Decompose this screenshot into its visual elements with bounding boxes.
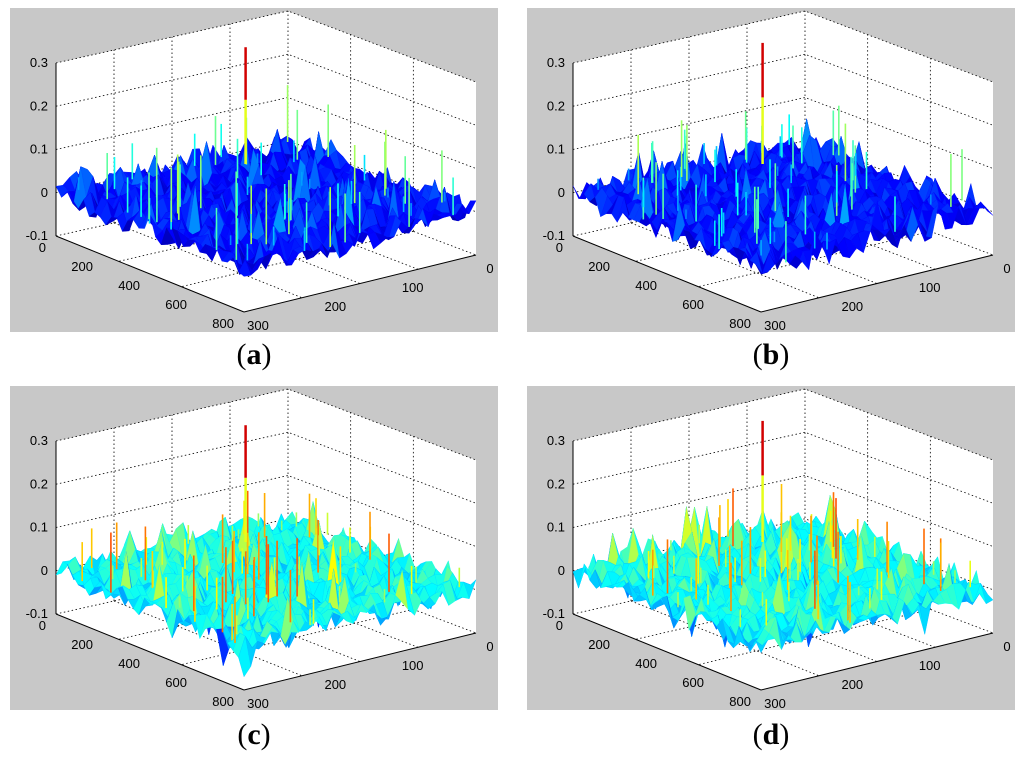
z-tick-label: 0.3 bbox=[30, 433, 48, 448]
x-tick-label: 100 bbox=[919, 658, 941, 673]
chart-panel-b: -0.1 0 0.1 0.2 0.3 0 200 400 600 800 0 100 200 300 bbox=[527, 8, 1015, 332]
y-tick-label: 600 bbox=[165, 675, 187, 690]
z-tick-label: 0 bbox=[41, 185, 48, 200]
caption-d: (d) bbox=[752, 718, 790, 751]
x-tick-label: 200 bbox=[324, 677, 346, 692]
y-tick-label: 600 bbox=[682, 297, 704, 312]
z-tick-label: 0.1 bbox=[30, 142, 48, 157]
y-tick-label: 800 bbox=[212, 316, 234, 331]
y-tick-label: 0 bbox=[39, 618, 46, 633]
x-tick-label: 100 bbox=[402, 658, 424, 673]
x-tick-label: 100 bbox=[919, 280, 941, 295]
chart-panel-c: -0.1 0 0.1 0.2 0.3 0 200 400 600 800 0 100 200 300 bbox=[10, 386, 498, 710]
x-tick-label: 0 bbox=[486, 639, 493, 654]
y-tick-label: 0 bbox=[556, 240, 563, 255]
caption-a: (a) bbox=[236, 338, 272, 371]
y-tick-label: 600 bbox=[165, 297, 187, 312]
z-tick-label: 0.3 bbox=[547, 55, 565, 70]
y-tick-label: 400 bbox=[118, 278, 140, 293]
y-tick-label: 400 bbox=[635, 278, 657, 293]
axis-lines bbox=[55, 63, 477, 313]
x-tick-label: 300 bbox=[764, 696, 786, 710]
y-tick-label: 800 bbox=[212, 694, 234, 709]
y-tick-label: 0 bbox=[556, 618, 563, 633]
x-tick-label: 0 bbox=[486, 261, 493, 276]
z-tick-label: 0.2 bbox=[30, 98, 48, 113]
chart-panel-a: -0.1 0 0.1 0.2 0.3 0 200 400 600 800 0 100 200 300 bbox=[10, 8, 498, 332]
y-tick-label: 0 bbox=[39, 240, 46, 255]
z-tick-label: 0.2 bbox=[30, 476, 48, 491]
z-tick-label: -0.1 bbox=[26, 606, 48, 621]
caption-c: (c) bbox=[237, 718, 271, 751]
surface-spikes bbox=[597, 42, 963, 263]
y-tick-label: 400 bbox=[118, 656, 140, 671]
x-tick-label: 300 bbox=[247, 696, 269, 710]
x-tick-label: 300 bbox=[764, 318, 786, 332]
y-tick-label: 600 bbox=[682, 675, 704, 690]
x-tick-label: 0 bbox=[1003, 639, 1010, 654]
z-tick-label: 0 bbox=[41, 563, 48, 578]
x-tick-label: 100 bbox=[402, 280, 424, 295]
axis-lines bbox=[572, 63, 994, 313]
z-tick-label: 0.1 bbox=[547, 142, 565, 157]
z-tick-label: 0.3 bbox=[547, 433, 565, 448]
x-tick-label: 300 bbox=[247, 318, 269, 332]
z-tick-label: -0.1 bbox=[26, 228, 48, 243]
caption-b: (b) bbox=[752, 338, 790, 371]
z-tick-label: 0.1 bbox=[30, 520, 48, 535]
y-tick-label: 200 bbox=[588, 259, 610, 274]
z-tick-label: 0.3 bbox=[30, 55, 48, 70]
y-tick-label: 200 bbox=[588, 637, 610, 652]
surface-mesh bbox=[55, 129, 477, 277]
x-tick-label: 200 bbox=[324, 299, 346, 314]
z-tick-label: 0 bbox=[558, 563, 565, 578]
surface-mesh bbox=[55, 501, 477, 678]
y-tick-label: 200 bbox=[71, 637, 93, 652]
y-tick-label: 200 bbox=[71, 259, 93, 274]
z-tick-label: -0.1 bbox=[543, 228, 565, 243]
chart-panel-d: -0.1 0 0.1 0.2 0.3 0 200 400 600 800 0 100 200 300 bbox=[527, 386, 1015, 710]
z-tick-label: 0.1 bbox=[547, 520, 565, 535]
x-tick-label: 0 bbox=[1003, 261, 1010, 276]
y-tick-label: 800 bbox=[729, 316, 751, 331]
axis-lines bbox=[572, 441, 994, 691]
z-tick-label: -0.1 bbox=[543, 606, 565, 621]
x-tick-label: 200 bbox=[841, 677, 863, 692]
z-tick-label: 0.2 bbox=[547, 476, 565, 491]
z-tick-label: 0 bbox=[558, 185, 565, 200]
surface-spikes bbox=[77, 47, 454, 261]
z-tick-label: 0.2 bbox=[547, 98, 565, 113]
y-tick-label: 400 bbox=[635, 656, 657, 671]
x-tick-label: 200 bbox=[841, 299, 863, 314]
axis-lines bbox=[55, 441, 477, 691]
surface-spikes bbox=[81, 425, 461, 643]
y-tick-label: 800 bbox=[729, 694, 751, 709]
surface-spikes bbox=[647, 420, 972, 628]
